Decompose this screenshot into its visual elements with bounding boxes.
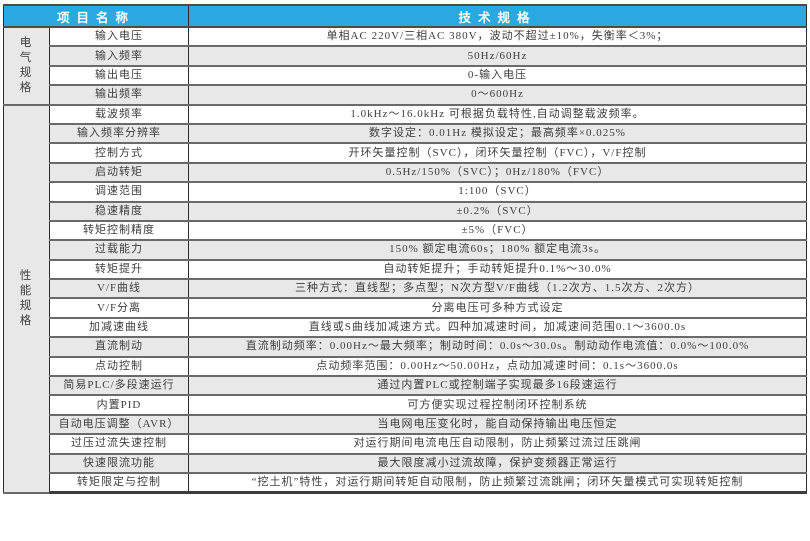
spec-name-cell: 输入频率 [48, 45, 190, 67]
spec-row: 转矩提升 自动转矩提升；手动转矩提升0.1%～30.0% [4, 258, 807, 281]
spec-row: 电气规格 输入电压 单相AC 220V/三相AC 380V，波动不超过±10%，失衡… [3, 25, 807, 106]
spec-name-cell: 输入电压 [48, 25, 190, 48]
spec-row: 内置PID 可方便实现过程控制闭环控制系统 [4, 394, 807, 416]
spec-value-cell: 单相AC 220V/三相AC 380V，波动不超过±10%，失衡率＜3%； [188, 25, 807, 48]
spec-name-cell: 转矩限定与控制 [48, 471, 190, 495]
spec-row: 加减速曲线 直线或S曲线加减速方式。四种加减速时间，加减速间范围0.1～3600.… [4, 316, 807, 339]
spec-name-cell: 加减速曲线 [48, 316, 190, 339]
spec-row: 点动控制 点动频率范围：0.00Hz～50.00Hz，点动加减速时间：0.1s～3… [4, 355, 807, 378]
spec-value-cell: 对运行期间电流电压自动限制，防止频繁过流过压跳闸 [188, 433, 807, 455]
spec-value-cell: 当电网电压变化时，能自动保持输出电压恒定 [188, 413, 807, 436]
spec-value-cell: 三种方式：直线型；多点型；N次方型V/F曲线（1.2次方、1.5次方、2次方） [188, 278, 807, 300]
spec-name-cell: 转矩提升 [48, 258, 190, 281]
spec-name-cell: V/F分离 [48, 297, 190, 319]
spec-value-cell: 直线或S曲线加减速方式。四种加减速时间，加减速间范围0.1～3600.0s [188, 316, 807, 339]
spec-name-cell: 输出电压 [48, 64, 190, 87]
spec-row: 输出频率 0～600Hz [4, 84, 807, 106]
spec-name-cell: V/F曲线 [48, 278, 190, 300]
spec-value-cell: 1:100（SVC） [188, 181, 807, 203]
spec-value-cell: “挖土机”特性，对运行期间转矩自动限制，防止频繁过流跳闸；闭环矢量模式可实现转矩… [188, 471, 807, 495]
spec-value-cell: 分离电压可多种方式设定 [188, 297, 807, 319]
spec-row: 输出电压 0-输入电压 [4, 64, 807, 87]
spec-value-cell: 0-输入电压 [188, 64, 807, 87]
spec-value-cell: 数字设定：0.01Hz 模拟设定；最高频率×0.025% [188, 122, 807, 145]
spec-row: 启动转矩 0.5Hz/150%（SVC）；0Hz/180%（FVC） [4, 161, 807, 184]
spec-name-cell: 启动转矩 [48, 161, 190, 184]
spec-name-cell: 点动控制 [48, 355, 190, 378]
header-row: 项目名称 技术规格 [2, 4, 807, 28]
spec-row: 简易PLC/多段速运行 通过内置PLC或控制端子实现最多16段速运行 [4, 375, 807, 397]
spec-value-cell: 可方便实现过程控制闭环控制系统 [188, 394, 807, 416]
spec-name-cell: 稳速精度 [48, 200, 190, 222]
spec-name-cell: 快速限流功能 [48, 452, 190, 475]
spec-name-cell: 直流制动 [48, 336, 190, 358]
spec-row: 自动电压调整（AVR） 当电网电压变化时，能自动保持输出电压恒定 [4, 413, 807, 436]
spec-row: 调速范围 1:100（SVC） [4, 181, 807, 203]
spec-value-cell: 0～600Hz [188, 84, 807, 106]
spec-value-cell: 直流制动频率：0.00Hz～最大频率；制动时间：0.0s～30.0s。制动动作电… [188, 336, 807, 358]
spec-name-cell: 载波频率 [48, 103, 190, 125]
spec-row: 输入频率分辨率 数字设定：0.01Hz 模拟设定；最高频率×0.025% [4, 122, 807, 145]
spec-table-header: 项目名称 技术规格 [2, 4, 807, 28]
spec-row: 转矩控制精度 ±5%（FVC） [4, 219, 807, 242]
spec-value-cell: 0.5Hz/150%（SVC）；0Hz/180%（FVC） [188, 161, 807, 184]
spec-name-cell: 简易PLC/多段速运行 [48, 375, 190, 397]
spec-row: V/F曲线 三种方式：直线型；多点型；N次方型V/F曲线（1.2次方、1.5次方、… [4, 278, 807, 300]
spec-name-cell: 输出频率 [48, 84, 190, 106]
group-cell: 性能规格 [3, 103, 50, 494]
spec-table-body: 电气规格 输入电压 单相AC 220V/三相AC 380V，波动不超过±10%，失衡… [3, 25, 807, 495]
spec-row: 直流制动 直流制动频率：0.00Hz～最大频率；制动时间：0.0s～30.0s。制… [4, 336, 807, 358]
spec-row: 控制方式 开环矢量控制（SVC），闭环矢量控制（FVC），V/F控制 [4, 142, 807, 164]
spec-table: 项目名称 技术规格 电气规格 输入电压 单相AC 220V/三相AC 380V，波动… [2, 4, 807, 495]
spec-name-cell: 转矩控制精度 [48, 219, 190, 242]
spec-row: 输入频率 50Hz/60Hz [4, 45, 807, 67]
header-tech-spec: 技术规格 [188, 4, 807, 28]
spec-value-cell: 通过内置PLC或控制端子实现最多16段速运行 [188, 375, 807, 397]
spec-value-cell: 最大限度减小过流故障，保护变频器正常运行 [188, 452, 807, 475]
group-cell: 电气规格 [3, 26, 50, 106]
spec-row: V/F分离 分离电压可多种方式设定 [4, 297, 807, 319]
spec-row: 性能规格 载波频率 1.0kHz～16.0kHz 可根据负载特性,自动调整载波频率。 [3, 103, 807, 494]
spec-row: 过载能力 150% 额定电流60s；180% 额定电流3s。 [4, 239, 807, 261]
spec-value-cell: 点动频率范围：0.00Hz～50.00Hz，点动加减速时间：0.1s～3600.… [188, 355, 807, 378]
spec-row: 过压过流失速控制 对运行期间电流电压自动限制，防止频繁过流过压跳闸 [4, 433, 807, 455]
header-project-name: 项目名称 [2, 4, 190, 28]
spec-value-cell: 1.0kHz～16.0kHz 可根据负载特性,自动调整载波频率。 [188, 103, 807, 125]
spec-value-cell: 自动转矩提升；手动转矩提升0.1%～30.0% [188, 258, 807, 281]
spec-name-cell: 过载能力 [48, 239, 190, 261]
spec-row: 转矩限定与控制 “挖土机”特性，对运行期间转矩自动限制，防止频繁过流跳闸；闭环矢量… [4, 471, 807, 495]
spec-value-cell: 150% 额定电流60s；180% 额定电流3s。 [188, 239, 807, 261]
spec-value-cell: ±0.2%（SVC） [188, 200, 807, 222]
spec-value-cell: ±5%（FVC） [188, 219, 807, 242]
spec-name-cell: 控制方式 [48, 142, 190, 164]
spec-name-cell: 调速范围 [48, 181, 190, 203]
spec-name-cell: 输入频率分辨率 [48, 122, 190, 145]
spec-name-cell: 内置PID [48, 394, 190, 416]
spec-row: 快速限流功能 最大限度减小过流故障，保护变频器正常运行 [4, 452, 807, 475]
spec-name-cell: 自动电压调整（AVR） [48, 413, 190, 436]
spec-name-cell: 过压过流失速控制 [48, 433, 190, 455]
spec-value-cell: 开环矢量控制（SVC），闭环矢量控制（FVC），V/F控制 [188, 142, 807, 164]
spec-row: 稳速精度 ±0.2%（SVC） [4, 200, 807, 222]
spec-value-cell: 50Hz/60Hz [188, 45, 807, 67]
